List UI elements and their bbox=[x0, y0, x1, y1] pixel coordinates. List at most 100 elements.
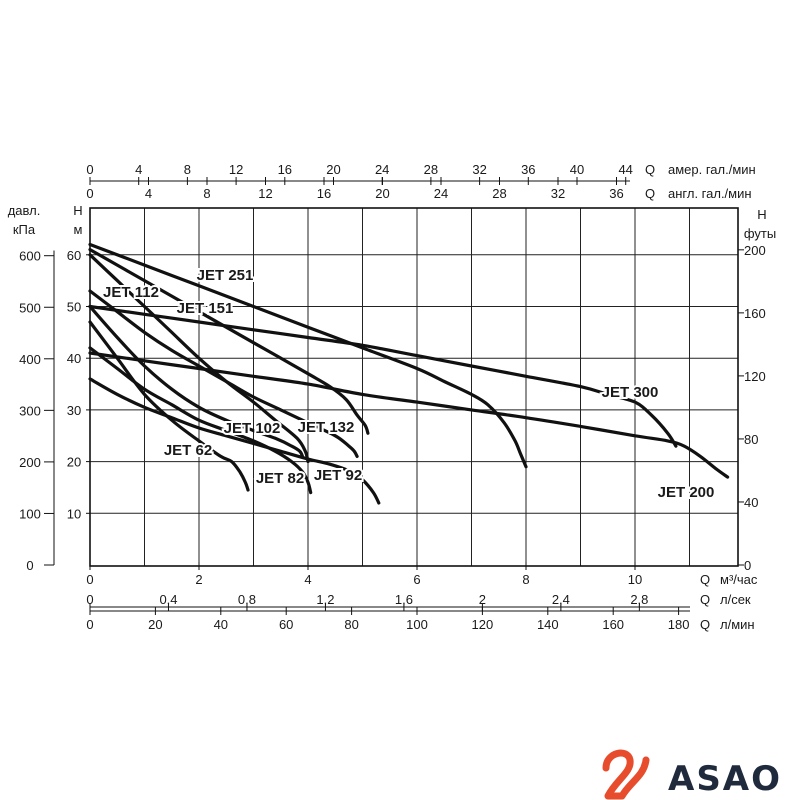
tick-label-m: 50 bbox=[67, 300, 81, 315]
bottom-axis-m3h-tick-label: 0 bbox=[86, 572, 93, 587]
chart-axes bbox=[44, 177, 744, 615]
bottom-axis-lmin-tick-label: 80 bbox=[344, 617, 358, 632]
tick-label-kpa: 200 bbox=[19, 455, 41, 470]
bottom-axis-lsec-tick-label: 1,6 bbox=[395, 592, 413, 607]
bottom-axis-lmin-q: Q bbox=[700, 617, 710, 632]
top-axis-uk-gal-tick-label: 28 bbox=[492, 186, 506, 201]
tick-label-kpa: 600 bbox=[19, 249, 41, 264]
bottom-axis-m3h-q: Q bbox=[700, 572, 710, 587]
top-axis-us-gal-tick-label: 0 bbox=[86, 162, 93, 177]
top-axis-us-gal-tick-label: 16 bbox=[278, 162, 292, 177]
axis-title-h-left: H bbox=[73, 203, 82, 218]
curve-labels: JET 62 JET 82 JET 92 JET 102 JET 112 JET 132 J… bbox=[101, 265, 716, 503]
bottom-axis-lsec-q: Q bbox=[700, 592, 710, 607]
logo-text: ASAO bbox=[668, 759, 782, 799]
tick-label-m: 40 bbox=[67, 351, 81, 366]
top-axis-us-gal-tick-label: 8 bbox=[184, 162, 191, 177]
bottom-axis-lsec-unit: л/сек bbox=[720, 592, 751, 607]
bottom-axis-lsec-tick-label: 2 bbox=[479, 592, 486, 607]
top-axis-us-gal-unit: амер. гал./мин bbox=[668, 162, 756, 177]
top-axis-us-gal-tick-label: 12 bbox=[229, 162, 243, 177]
bottom-axis-lmin-tick-label: 0 bbox=[86, 617, 93, 632]
top-axis-us-gal-tick-label: 36 bbox=[521, 162, 535, 177]
curve-label-jet-92: JET 92 bbox=[314, 467, 362, 484]
axis-title-m: м bbox=[74, 222, 83, 237]
tick-label-ft: 160 bbox=[744, 306, 766, 321]
curve-jet-151 bbox=[88, 248, 370, 435]
curve-label-jet-251: JET 251 bbox=[197, 267, 254, 284]
top-axis-us-gal-q: Q bbox=[645, 162, 655, 177]
top-axis-us-gal-tick-label: 28 bbox=[424, 162, 438, 177]
curve-label-jet-200: JET 200 bbox=[658, 484, 715, 501]
tick-label-ft: 120 bbox=[744, 369, 766, 384]
bottom-axis-m3h-tick-label: 4 bbox=[304, 572, 311, 587]
bottom-axis-lmin-tick-label: 40 bbox=[214, 617, 228, 632]
tick-label-m: 20 bbox=[67, 455, 81, 470]
tick-label-ft: 200 bbox=[744, 243, 766, 258]
tick-label-ft: 0 bbox=[744, 558, 751, 573]
bottom-axis-lmin-tick-label: 120 bbox=[472, 617, 494, 632]
tick-label-kpa: 100 bbox=[19, 506, 41, 521]
axis-title-davl: давл. bbox=[8, 203, 41, 218]
tick-label-kpa: 300 bbox=[19, 403, 41, 418]
curve-jet-92 bbox=[88, 377, 381, 505]
bottom-axis-lmin-tick-label: 100 bbox=[406, 617, 428, 632]
tick-label-kpa: 0 bbox=[26, 558, 33, 573]
axis-title-h-right: H bbox=[757, 207, 766, 222]
curve-label-jet-151: JET 151 bbox=[177, 300, 234, 317]
top-axis-uk-gal-tick-label: 36 bbox=[609, 186, 623, 201]
top-axis-us-gal-tick-label: 32 bbox=[472, 162, 486, 177]
bottom-axis-lsec-tick-label: 1,2 bbox=[316, 592, 334, 607]
curve-label-jet-112: JET 112 bbox=[103, 284, 159, 301]
curve-label-jet-132: JET 132 bbox=[298, 419, 355, 436]
bottom-axis-lsec-tick-label: 0,4 bbox=[159, 592, 177, 607]
curve-jet-82 bbox=[88, 346, 313, 495]
top-axis-uk-gal-tick-label: 24 bbox=[434, 186, 448, 201]
curve-jet-132 bbox=[88, 289, 359, 458]
top-axis-us-gal-tick-label: 44 bbox=[618, 162, 632, 177]
bottom-axis-m3h-tick-label: 6 bbox=[413, 572, 420, 587]
bottom-axis-lmin-tick-label: 60 bbox=[279, 617, 293, 632]
curve-label-jet-300: JET 300 bbox=[602, 384, 659, 401]
top-axis-us-gal-tick-label: 24 bbox=[375, 162, 389, 177]
top-axis-uk-gal-tick-label: 20 bbox=[375, 186, 389, 201]
tick-label-m: 60 bbox=[67, 248, 81, 263]
bottom-axis-m3h-unit: м³/час bbox=[720, 572, 758, 587]
bottom-axis-lmin-tick-label: 160 bbox=[602, 617, 624, 632]
bottom-axis-lmin-tick-label: 140 bbox=[537, 617, 559, 632]
bottom-axis-lsec-tick-label: 2,4 bbox=[552, 592, 570, 607]
axis-title-kpa: кПа bbox=[13, 222, 36, 237]
curve-jet-251 bbox=[88, 242, 528, 469]
bottom-axis-m3h-tick-label: 2 bbox=[195, 572, 202, 587]
tick-label-m: 30 bbox=[67, 403, 81, 418]
tick-labels: 102030405060Hм0100200300400500600давл.кП… bbox=[8, 162, 776, 632]
tick-label-kpa: 500 bbox=[19, 300, 41, 315]
bottom-axis-lsec-tick-label: 2,8 bbox=[630, 592, 648, 607]
top-axis-uk-gal-tick-label: 16 bbox=[317, 186, 331, 201]
curve-jet-62 bbox=[88, 320, 250, 492]
axis-title-feet: футы bbox=[744, 226, 776, 241]
bottom-axis-lmin-tick-label: 180 bbox=[668, 617, 690, 632]
top-axis-uk-gal-unit: англ. гал./мин bbox=[668, 186, 752, 201]
curve-label-jet-62: JET 62 bbox=[164, 442, 212, 459]
curve-label-jet-82: JET 82 bbox=[256, 470, 304, 487]
top-axis-uk-gal-q: Q bbox=[645, 186, 655, 201]
bottom-axis-lsec-tick-label: 0,8 bbox=[238, 592, 256, 607]
top-axis-uk-gal-tick-label: 4 bbox=[145, 186, 152, 201]
chart-grid bbox=[90, 208, 738, 566]
bottom-axis-lsec-tick-label: 0 bbox=[86, 592, 93, 607]
bottom-axis-m3h-tick-label: 10 bbox=[628, 572, 642, 587]
bottom-axis-lmin-unit: л/мин bbox=[720, 617, 755, 632]
curve-jet-300 bbox=[88, 304, 678, 448]
tick-label-ft: 40 bbox=[744, 495, 758, 510]
top-axis-uk-gal-tick-label: 8 bbox=[203, 186, 210, 201]
bottom-axis-lmin-tick-label: 20 bbox=[148, 617, 162, 632]
bottom-axis-m3h-tick-label: 8 bbox=[522, 572, 529, 587]
top-axis-us-gal-tick-label: 20 bbox=[326, 162, 340, 177]
asao-logo: ASAO bbox=[602, 749, 782, 800]
top-axis-us-gal-tick-label: 40 bbox=[570, 162, 584, 177]
curve-label-jet-102: JET 102 bbox=[224, 420, 281, 437]
top-axis-uk-gal-tick-label: 12 bbox=[258, 186, 272, 201]
tick-label-m: 10 bbox=[67, 506, 81, 521]
